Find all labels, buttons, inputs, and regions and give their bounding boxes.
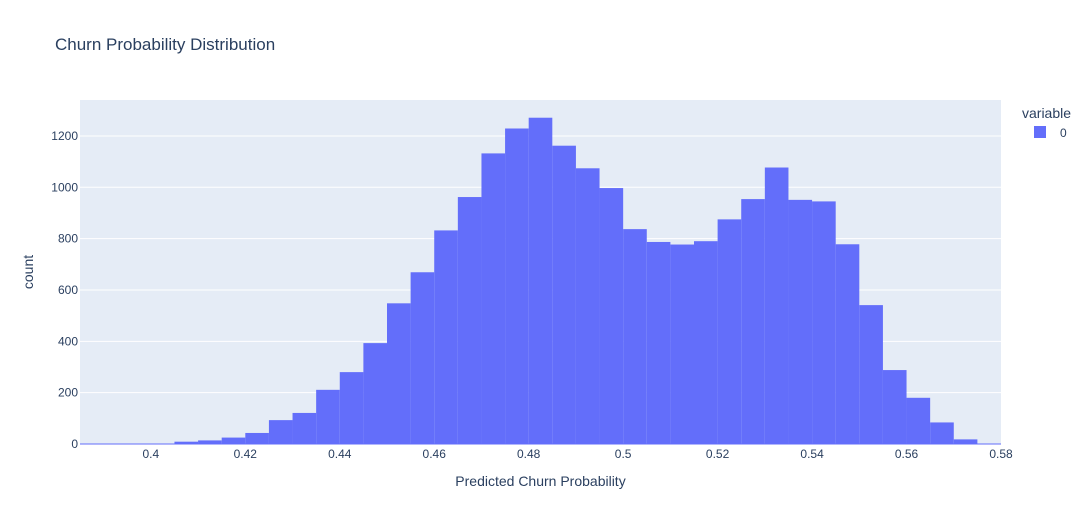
y-tick-label: 0 [71, 437, 78, 451]
histogram-bar[interactable] [245, 433, 269, 444]
chart-title: Churn Probability Distribution [55, 35, 275, 54]
histogram-bar[interactable] [198, 440, 222, 444]
histogram-bar[interactable] [316, 390, 340, 444]
x-tick-label: 0.42 [234, 447, 258, 461]
x-tick-label: 0.44 [328, 447, 352, 461]
histogram-bar[interactable] [694, 241, 718, 444]
histogram-bar[interactable] [269, 420, 293, 444]
histogram-bar[interactable] [670, 245, 694, 444]
histogram-bar[interactable] [363, 343, 387, 444]
x-tick-label: 0.58 [989, 447, 1013, 461]
y-tick-label: 400 [58, 334, 78, 348]
x-axis-title: Predicted Churn Probability [455, 473, 625, 489]
histogram-bar[interactable] [812, 201, 836, 444]
histogram-bar[interactable] [600, 188, 624, 444]
histogram-bar[interactable] [222, 438, 246, 444]
y-tick-label: 1200 [51, 129, 78, 143]
histogram-bar[interactable] [481, 153, 505, 444]
y-tick-label: 1000 [51, 180, 78, 194]
x-tick-label: 0.52 [706, 447, 730, 461]
x-tick-label: 0.46 [423, 447, 447, 461]
x-tick-label: 0.56 [895, 447, 919, 461]
histogram-bar[interactable] [954, 439, 978, 444]
histogram-bar[interactable] [552, 146, 576, 444]
y-axis-title: count [20, 255, 36, 289]
histogram-bar[interactable] [529, 118, 553, 444]
histogram-bar[interactable] [387, 303, 411, 444]
legend-item[interactable]: 0 [1034, 126, 1067, 140]
histogram-bar[interactable] [741, 199, 765, 444]
histogram-bar[interactable] [411, 272, 435, 444]
histogram-bar[interactable] [836, 244, 860, 444]
histogram-bar[interactable] [505, 128, 529, 444]
legend-title: variable [1022, 105, 1071, 121]
legend[interactable]: variable 0 [1022, 105, 1071, 140]
histogram-bar[interactable] [930, 422, 954, 444]
legend-swatch [1034, 126, 1046, 138]
y-tick-label: 800 [58, 232, 78, 246]
x-tick-label: 0.5 [615, 447, 632, 461]
histogram-bar[interactable] [647, 242, 671, 444]
histogram-bar[interactable] [859, 305, 883, 444]
legend-item-label: 0 [1060, 126, 1067, 140]
x-tick-label: 0.54 [800, 447, 824, 461]
x-tick-label: 0.48 [517, 447, 541, 461]
histogram-bar[interactable] [340, 372, 364, 444]
x-axis-ticks: 0.4 0.42 0.44 0.46 0.48 0.5 0.52 0.54 0.56 0.58 [143, 447, 1013, 461]
y-tick-label: 200 [58, 386, 78, 400]
y-tick-label: 600 [58, 283, 78, 297]
histogram-bar[interactable] [883, 370, 907, 444]
histogram-bar[interactable] [458, 197, 482, 444]
y-axis-ticks: 0 200 400 600 800 1000 1200 [51, 129, 78, 451]
histogram-bar[interactable] [623, 229, 647, 444]
histogram-bar[interactable] [907, 398, 931, 444]
x-tick-label: 0.4 [143, 447, 160, 461]
histogram-bar[interactable] [788, 200, 812, 444]
histogram-bar[interactable] [434, 230, 458, 444]
histogram-bar[interactable] [718, 219, 742, 444]
histogram-bar[interactable] [576, 168, 600, 444]
histogram-bar[interactable] [293, 413, 317, 444]
histogram-bar[interactable] [765, 168, 789, 444]
